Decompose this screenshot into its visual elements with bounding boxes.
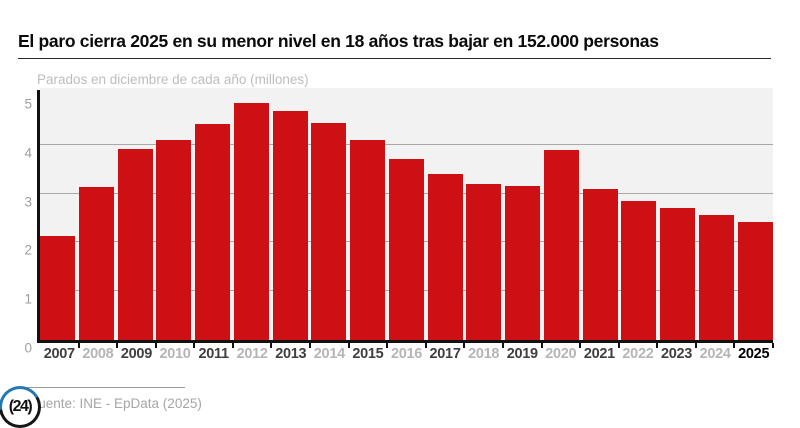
x-tick-label-2009: 2009 [120,346,152,362]
bar-2008 [78,187,114,340]
bar-2022 [621,201,657,340]
x-tick-label-2022: 2022 [622,346,654,362]
x-tick-label-2020: 2020 [545,346,577,362]
x-tick-label-2024: 2024 [699,346,731,362]
x-tick-label-2018: 2018 [468,346,500,362]
bar-2009 [117,148,153,340]
x-tick-label-2016: 2016 [390,346,423,362]
footer-divider [20,387,185,388]
plot-area [40,88,773,340]
x-tick [617,343,620,348]
y-tick-label-1: 1 [24,291,32,307]
gridline-4 [40,143,773,145]
bar-2024 [699,215,735,340]
bar-series [40,96,773,340]
bar-2019 [505,185,541,340]
x-tick-label-2013: 2013 [275,346,307,362]
y-tick-label-4: 4 [24,145,32,161]
x-tick [540,343,543,348]
bar-2017 [427,173,463,340]
x-tick-label-2015: 2015 [352,346,384,362]
x-tick-label-2014: 2014 [313,346,345,362]
x-tick [116,343,119,348]
x-tick [733,343,736,348]
news-24-logo: (24) [0,386,41,428]
bar-2012 [233,103,269,340]
source-credit: Fuente: INE - EpData (2025) [30,396,202,411]
headline-underline [18,58,771,59]
chart-subtitle: Parados en diciembre de cada año (millon… [37,72,309,87]
x-tick [193,343,196,348]
bar-2013 [272,110,308,340]
y-axis-labels: 0 1 2 3 4 5 [2,88,32,356]
x-tick [424,343,427,348]
bar-2021 [582,188,618,340]
x-tick [77,343,80,348]
bar-2020 [543,150,579,340]
y-tick-label-3: 3 [24,194,32,210]
bar-2014 [311,122,347,340]
x-tick-label-2017: 2017 [429,346,461,362]
bar-2023 [660,207,696,340]
bar-2018 [466,183,502,340]
x-tick [656,343,659,348]
x-axis-ticks [40,343,774,348]
x-tick-label-2025: 2025 [738,346,770,362]
bar-2015 [350,140,386,340]
x-tick [463,343,466,348]
x-axis-line [37,340,773,343]
x-tick [309,343,312,348]
x-tick-label-2008: 2008 [82,346,114,362]
bar-2025 [737,222,773,340]
x-tick [154,343,157,348]
x-tick-label-2021: 2021 [583,346,615,362]
x-tick [694,343,697,348]
news-24-logo-text: (24) [2,389,38,425]
x-tick [270,343,273,348]
bar-2007 [40,236,75,340]
x-tick-label-2011: 2011 [198,346,229,362]
x-tick-label-2023: 2023 [661,346,693,362]
x-axis-labels: 2007 2008 2009 2010 2011 2012 2013 2014 2015 2016… [40,346,773,362]
x-tick [386,343,389,348]
x-tick-label-2010: 2010 [159,346,191,362]
y-tick-label-0: 0 [24,340,32,356]
bar-2010 [156,139,192,340]
x-tick-label-2012: 2012 [236,346,268,362]
y-axis-line [37,90,40,340]
x-tick [772,343,774,348]
y-tick-label-2: 2 [24,242,32,258]
x-tick [501,343,504,348]
chart-headline: El paro cierra 2025 en su menor nivel en… [18,31,659,51]
x-tick [231,343,234,348]
bar-2016 [388,159,424,340]
x-tick-label-2019: 2019 [506,346,538,362]
x-tick [347,343,350,348]
bar-2011 [195,124,231,340]
y-tick-label-5: 5 [24,96,32,112]
x-tick-label-2007: 2007 [43,346,75,362]
x-tick [579,343,582,348]
